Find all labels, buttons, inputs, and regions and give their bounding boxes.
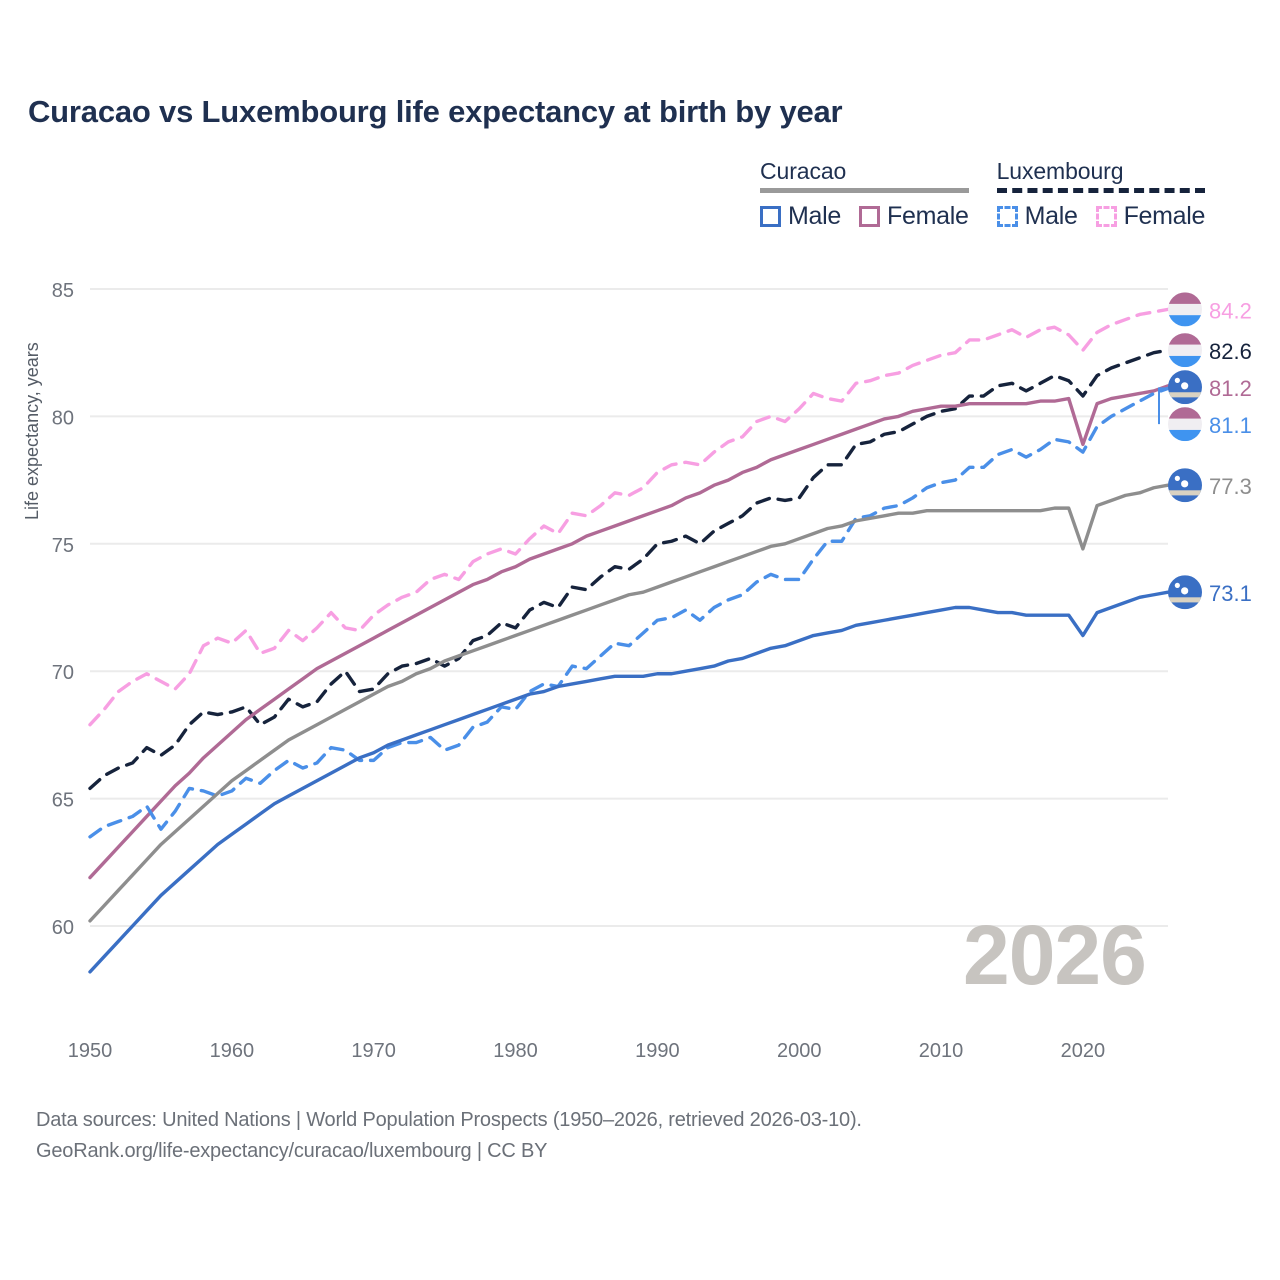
legend-group-curacao: Curacao Male Female — [760, 158, 969, 231]
year-watermark: 2026 — [963, 908, 1147, 1002]
legend-swatch-curacao-female — [859, 206, 880, 227]
legend-swatch-luxembourg-female — [1095, 206, 1117, 227]
y-tick-label-70: 70 — [52, 662, 74, 684]
y-axis-ticks: 60 65 70 75 80 85 — [52, 280, 74, 939]
flag-star-large — [1181, 480, 1189, 488]
flag-stripe-white — [1168, 344, 1202, 356]
series-line-luxembourg-male — [88, 386, 1170, 839]
legend-group-title-luxembourg: Luxembourg — [996, 158, 1124, 184]
legend-label-luxembourg-male: Male — [1024, 202, 1078, 230]
end-value-label-curacao-male: 73.1 — [1209, 581, 1252, 606]
x-axis-ticks: 1950 1960 1970 1980 1990 2000 2010 2020 — [68, 1040, 1105, 1062]
chart-title: Curacao vs Luxembourg life expectancy at… — [28, 94, 843, 129]
legend-rule-luxembourg — [996, 188, 1206, 193]
legend-rule-curacao — [760, 188, 969, 193]
chart-footer: Data sources: United Nations | World Pop… — [36, 1105, 862, 1167]
flag-stripe-blue — [1168, 355, 1202, 368]
footer-sources: Data sources: United Nations | World Pop… — [36, 1109, 862, 1131]
flag-star-small — [1174, 377, 1180, 383]
flag-stripe-red — [1168, 407, 1202, 419]
flag-stripe-yellow — [1168, 597, 1202, 603]
end-marker-curacao-total: 77.3 — [1168, 468, 1252, 503]
data-series-group — [88, 307, 1170, 974]
flag-stripe-white — [1168, 303, 1202, 316]
flag-star-large — [1181, 587, 1189, 595]
legend-item-luxembourg-female[interactable]: Female — [1095, 202, 1206, 231]
flag-star-large — [1181, 382, 1189, 390]
leader-line-luxembourg-male — [1158, 387, 1168, 425]
chart-legend: Curacao Male Female Luxembourg — [760, 158, 1205, 231]
series-line-luxembourg-total — [88, 348, 1170, 791]
flag-stripe-blue — [1168, 315, 1202, 327]
end-marker-luxembourg-total: 82.6 — [1168, 333, 1252, 368]
series-line-curacao-male — [88, 590, 1170, 974]
flag-stripe-red — [1168, 333, 1202, 345]
y-tick-label-75: 75 — [52, 535, 74, 557]
legend-swatch-curacao-male — [760, 206, 781, 227]
series-line-curacao-total — [88, 483, 1170, 923]
end-marker-luxembourg-female: 84.2 — [1168, 292, 1252, 327]
flag-stripe-red — [1168, 292, 1202, 304]
y-tick-label-60: 60 — [52, 917, 74, 939]
legend-label-curacao-female: Female — [887, 202, 969, 230]
legend-label-curacao-male: Male — [788, 202, 841, 230]
end-value-label-curacao-total: 77.3 — [1209, 474, 1252, 499]
x-tick-label-2000: 2000 — [777, 1040, 822, 1062]
flag-star-small — [1174, 475, 1180, 481]
legend-item-curacao-female[interactable]: Female — [859, 202, 969, 231]
end-value-label-luxembourg-female: 84.2 — [1209, 298, 1252, 323]
flag-stripe-blue — [1168, 429, 1202, 442]
end-marker-group: 84.2 82.6 81.2 81.1 77.3 73.1 — [1158, 292, 1252, 610]
end-marker-curacao-female: 81.2 — [1168, 370, 1252, 405]
end-marker-curacao-male: 73.1 — [1168, 575, 1252, 610]
y-tick-label-85: 85 — [52, 280, 74, 302]
footer-attribution: GeoRank.org/life-expectancy/curacao/luxe… — [36, 1140, 548, 1162]
y-tick-label-65: 65 — [52, 790, 74, 812]
series-line-luxembourg-female — [88, 307, 1170, 727]
legend-label-luxembourg-female: Female — [1123, 202, 1206, 230]
x-tick-label-1960: 1960 — [210, 1040, 255, 1062]
x-tick-label-2010: 2010 — [919, 1040, 964, 1062]
end-value-label-luxembourg-male: 81.1 — [1209, 413, 1252, 438]
x-tick-label-2020: 2020 — [1061, 1040, 1106, 1062]
end-value-label-luxembourg-total: 82.6 — [1209, 339, 1252, 364]
flag-star-small — [1174, 582, 1180, 589]
flag-stripe-yellow — [1168, 490, 1202, 496]
flag-stripe-yellow — [1168, 392, 1202, 398]
legend-group-title-curacao: Curacao — [760, 158, 847, 184]
legend-item-curacao-male[interactable]: Male — [760, 202, 841, 231]
end-marker-luxembourg-male: 81.1 — [1158, 387, 1252, 442]
end-value-label-curacao-female: 81.2 — [1209, 376, 1252, 401]
x-tick-label-1990: 1990 — [635, 1040, 680, 1062]
y-tick-label-80: 80 — [52, 407, 74, 429]
flag-stripe-white — [1168, 418, 1202, 430]
legend-item-luxembourg-male[interactable]: Male — [996, 202, 1078, 231]
y-axis-label: Life expectancy, years — [22, 342, 42, 520]
legend-swatch-luxembourg-male — [996, 206, 1018, 227]
series-line-curacao-female — [88, 384, 1170, 880]
gridlines — [90, 288, 1168, 927]
x-tick-label-1950: 1950 — [68, 1040, 113, 1062]
legend-group-luxembourg: Luxembourg Male Female — [996, 158, 1206, 231]
x-tick-label-1980: 1980 — [493, 1040, 538, 1062]
x-tick-label-1970: 1970 — [351, 1040, 396, 1062]
